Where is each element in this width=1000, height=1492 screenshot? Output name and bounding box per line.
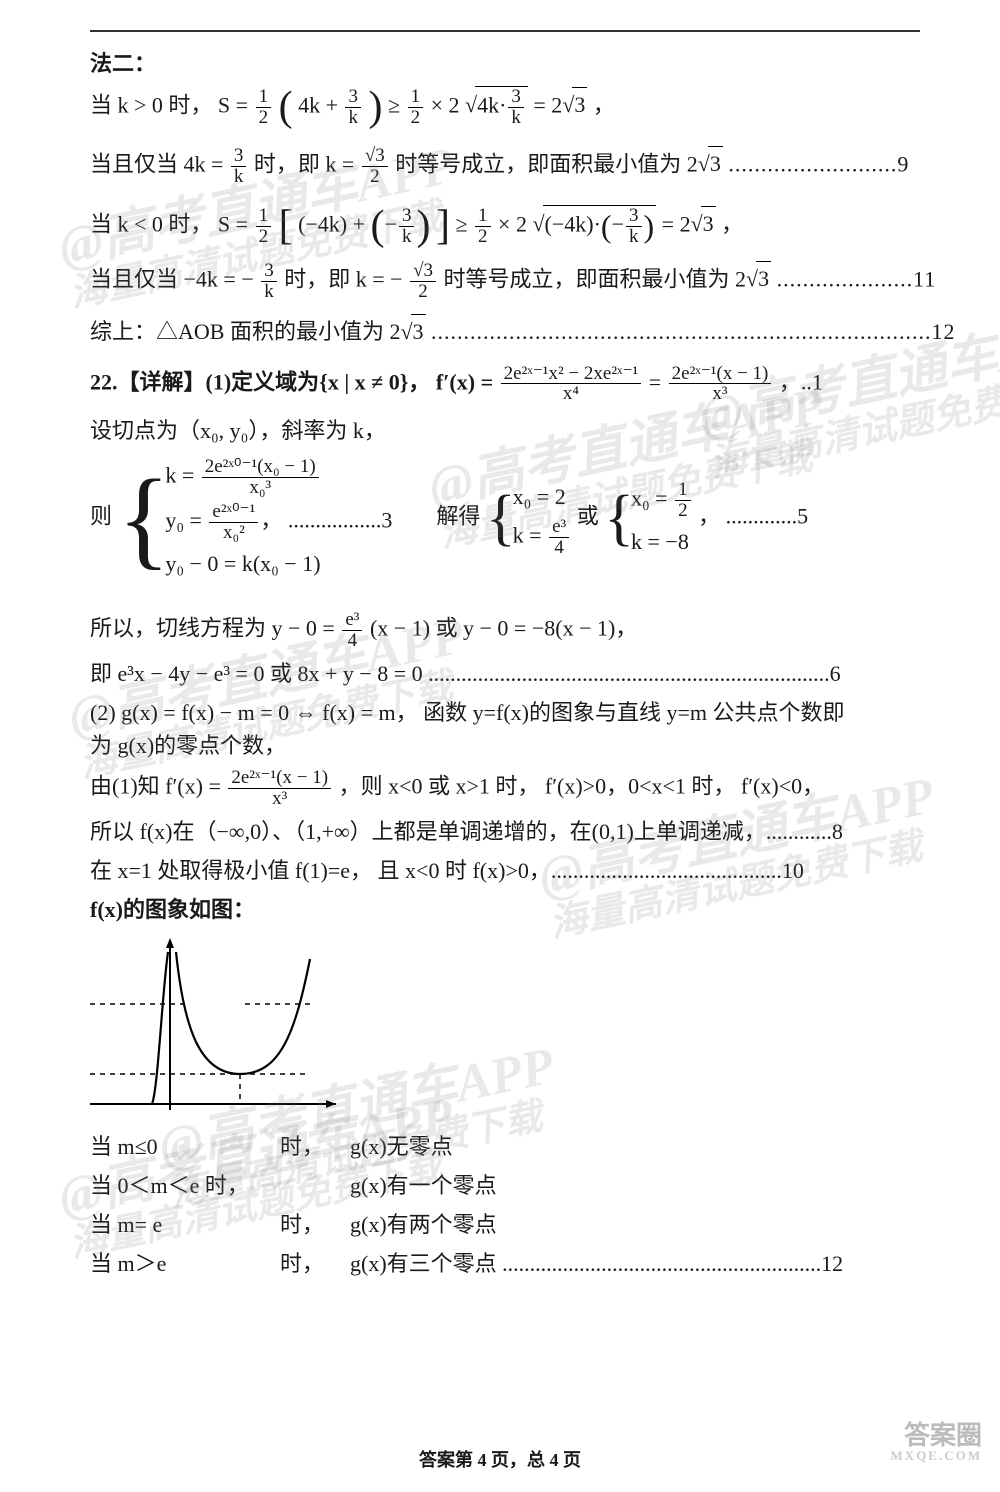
part2-intro: (2) g(x) = f(x) − m = 0 ⇔ f(x) = m， 函数 y… xyxy=(90,696,920,762)
method-2-header: 法二： xyxy=(90,47,920,80)
text: 当 k > 0 时， S = xyxy=(90,92,254,117)
top-rule xyxy=(90,30,920,32)
frac-half: 12 xyxy=(256,87,272,128)
tangent-setup: 设切点为（x₀, y₀），斜率为 k， xyxy=(90,414,920,447)
monotone-2: 在 x=1 处取得极小值 f(1)=e， 且 x<0 时 f(x)>0，....… xyxy=(90,854,920,887)
corner-watermark: 答案圈 MXQE.COM xyxy=(891,1423,982,1462)
text: 当且仅当 4k = xyxy=(90,151,229,176)
line-k-neg-equality: 当且仅当 −4k = − 3k 时，即 k = − √32 时等号成立，即面积最… xyxy=(90,261,920,302)
line-k-pos-equality: 当且仅当 4k = 3k 时，即 k = √32 时等号成立，即面积最小值为 2… xyxy=(90,146,920,187)
line-conclusion-area: 综上：△AOB 面积的最小值为 23 .....................… xyxy=(90,314,920,348)
problem-22-start: 22.【详解】(1)定义域为{x | x ≠ 0}， f′(x) = 2e²ˣ⁻… xyxy=(90,364,920,405)
page: 法二： 当 k > 0 时， S = 12 ( 4k + 3k ) ≥ 12 ×… xyxy=(0,0,1000,1492)
monotone-1: 所以 f(x)在（−∞,0）、（1,+∞）上都是单调递增的，在(0,1)上单调递… xyxy=(90,815,920,848)
page-footer: 答案第 4 页，总 4 页 xyxy=(0,1447,1000,1474)
tangent-std-form: 即 e³x − 4y − e³ = 0 或 8x + y − 8 = 0 ...… xyxy=(90,657,920,690)
tangent-result: 所以，切线方程为 y − 0 = e³4 (x − 1) 或 y − 0 = −… xyxy=(90,610,920,651)
line-k-neg: 当 k < 0 时， S = 12 [ (−4k) + (−3k) ] ≥ 12… xyxy=(90,205,920,247)
conclusion-table: 当 m≤0时，g(x)无零点 当 0＜m＜e 时，g(x)有一个零点 当 m= … xyxy=(90,1130,920,1280)
fprime-recall: 由(1)知 f′(x) = 2e²ˣ⁻¹(x − 1)x³ ，则 x<0 或 x… xyxy=(90,768,920,809)
line-k-pos: 当 k > 0 时， S = 12 ( 4k + 3k ) ≥ 12 × 2 4… xyxy=(90,86,920,128)
system-block: 则 { k = 2e²ˣ⁰⁻¹(x₀ − 1)x₀³ y₀ = e²ˣ⁰⁻¹x₀… xyxy=(90,453,920,584)
graph-label: f(x)的图象如图： xyxy=(90,893,920,926)
function-graph xyxy=(80,934,340,1124)
